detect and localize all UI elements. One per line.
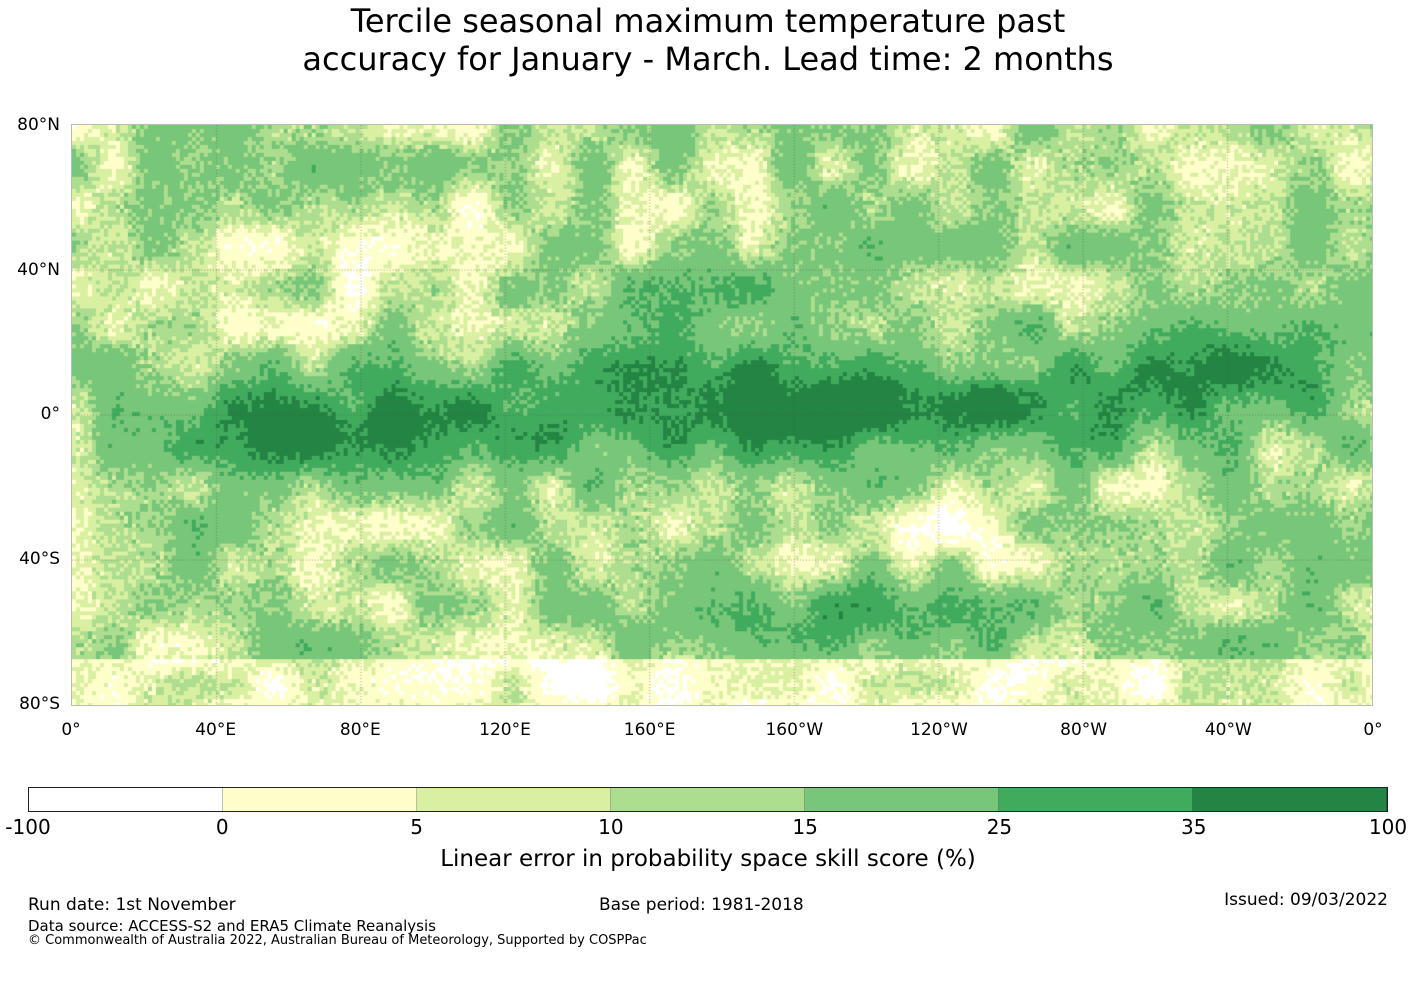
lat-label: 40°N <box>17 260 60 280</box>
map-title: Tercile seasonal maximum temperature pas… <box>0 2 1416 78</box>
title-line-2: accuracy for January - March. Lead time:… <box>302 40 1114 78</box>
lat-label: 80°S <box>19 694 60 714</box>
colorbar-segment <box>999 788 1193 811</box>
lon-label: 80°W <box>1060 720 1108 740</box>
colorbar-segment <box>805 788 999 811</box>
colorbar-segment <box>223 788 417 811</box>
lon-label: 80°E <box>339 720 381 740</box>
run-date: Run date: 1st November <box>28 895 236 915</box>
colorbar <box>28 787 1388 812</box>
colorbar-segment <box>417 788 611 811</box>
colorbar-tick: 100 <box>1368 815 1408 839</box>
colorbar-segment <box>611 788 805 811</box>
lat-label: 80°N <box>17 115 60 135</box>
skill-score-map <box>71 124 1373 706</box>
lon-label: 160°W <box>765 720 824 740</box>
lon-label: 120°W <box>910 720 968 740</box>
colorbar-segment <box>1193 788 1387 811</box>
lon-label: 0° <box>1363 720 1383 740</box>
lon-label: 40°E <box>195 720 237 740</box>
colorbar-tick: 35 <box>1180 815 1207 839</box>
colorbar-segment <box>29 788 223 811</box>
colorbar-label: Linear error in probability space skill … <box>440 846 976 872</box>
lon-label: 0° <box>61 720 81 740</box>
colorbar-tick: 0 <box>215 815 229 839</box>
lat-label: 40°S <box>19 549 60 569</box>
lat-label: 0° <box>40 404 60 424</box>
lon-label: 120°E <box>479 720 531 740</box>
colorbar-tick: 25 <box>986 815 1013 839</box>
colorbar-tick: -100 <box>5 815 51 839</box>
colorbar-tick: 5 <box>410 815 423 839</box>
title-line-1: Tercile seasonal maximum temperature pas… <box>350 2 1066 40</box>
base-period: Base period: 1981-2018 <box>599 895 804 915</box>
copyright: © Commonwealth of Australia 2022, Austra… <box>28 933 647 948</box>
lon-label: 160°E <box>623 720 676 740</box>
data-source: Data source: ACCESS-S2 and ERA5 Climate … <box>28 917 436 935</box>
colorbar-tick: 10 <box>598 815 624 839</box>
lon-label: 40°W <box>1204 720 1252 740</box>
colorbar-tick: 15 <box>792 815 818 839</box>
issued-date: Issued: 09/03/2022 <box>1224 890 1388 910</box>
